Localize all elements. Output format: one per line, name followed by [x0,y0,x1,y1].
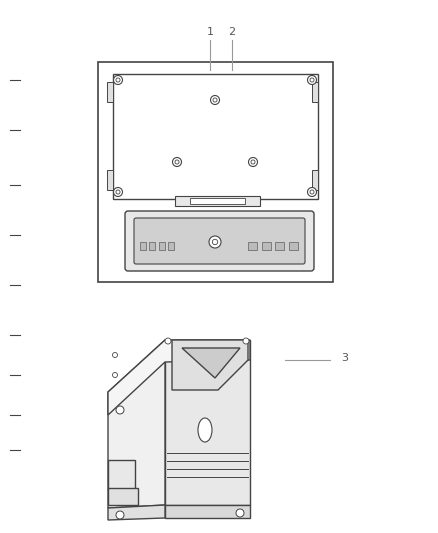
Bar [168,242,174,250]
Bar [98,62,333,282]
Polygon shape [182,348,240,378]
Ellipse shape [198,418,212,442]
Bar [312,170,318,190]
Text: 2: 2 [229,27,236,37]
Circle shape [116,406,124,414]
Polygon shape [108,488,138,505]
Text: 1: 1 [206,27,213,37]
Bar [107,82,113,102]
Bar [276,242,284,250]
Polygon shape [165,505,250,518]
Circle shape [248,157,258,166]
FancyBboxPatch shape [125,211,314,271]
Bar [190,198,245,204]
Circle shape [243,338,249,344]
Circle shape [236,509,244,517]
Bar [175,196,260,206]
Circle shape [173,157,181,166]
Text: 3: 3 [342,353,349,363]
Circle shape [165,338,171,344]
Circle shape [209,236,221,248]
Circle shape [307,188,317,197]
Circle shape [113,76,123,85]
Polygon shape [108,505,165,520]
Circle shape [113,352,117,358]
Circle shape [113,188,123,197]
Polygon shape [108,340,250,415]
FancyBboxPatch shape [134,218,305,264]
Circle shape [116,511,124,519]
Bar [312,82,318,102]
Bar [159,242,165,250]
Bar [140,242,146,250]
Bar [248,242,257,250]
Circle shape [211,95,219,104]
Bar [289,242,298,250]
Polygon shape [108,340,165,508]
Polygon shape [108,460,135,490]
Circle shape [307,76,317,85]
Circle shape [113,373,117,377]
Polygon shape [165,340,250,505]
Bar [261,242,271,250]
Bar [107,170,113,190]
Polygon shape [172,340,248,390]
Bar [149,242,155,250]
Bar [113,74,318,199]
